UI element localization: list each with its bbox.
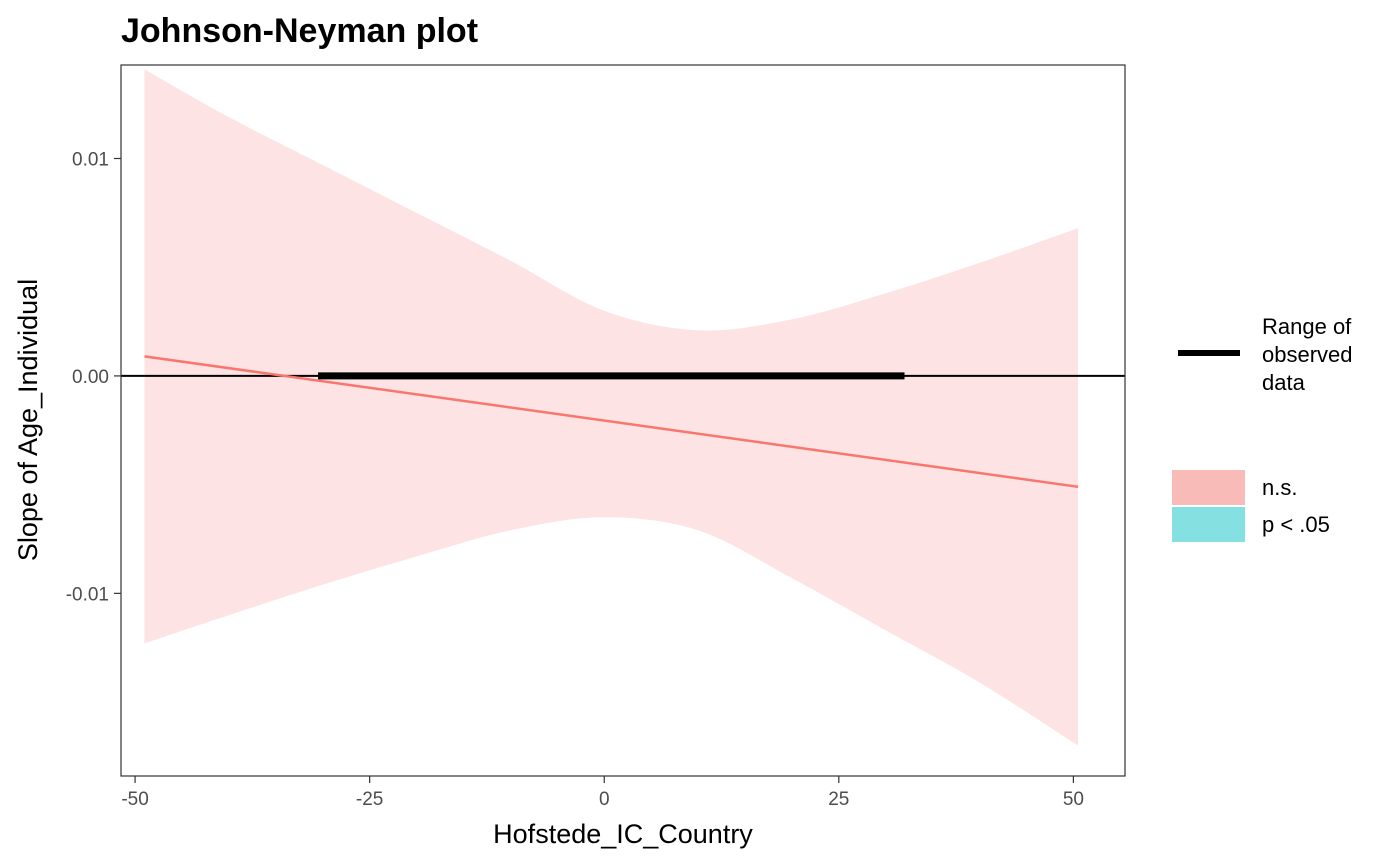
y-tick-label: -0.01 (66, 584, 109, 605)
legend-swatch (1172, 470, 1245, 505)
y-tick-label: 0.01 (72, 149, 109, 170)
chart-title: Johnson-Neyman plot (121, 12, 478, 50)
legend-label: n.s. (1262, 475, 1297, 500)
y-axis-title: Slope of Age_Individual (13, 279, 43, 561)
y-tick-label: 0.00 (72, 367, 109, 388)
legend-swatch (1172, 507, 1245, 542)
legend-fill-entries: n.s. p < .05 (1172, 470, 1330, 542)
x-tick-label: 0 (599, 789, 610, 810)
legend-label-line: Range of (1262, 314, 1352, 339)
legend-label-line: data (1262, 370, 1306, 395)
panel-border (120, 64, 1126, 777)
legend: Range of observed data n.s. p < .05 (1172, 314, 1353, 542)
x-tick-label: -50 (121, 789, 148, 810)
legend-label-observed-range: Range of observed data (1262, 314, 1353, 395)
legend-label: p < .05 (1262, 512, 1330, 537)
x-axis: -50 -25 0 25 50 (121, 776, 1084, 810)
slope-line (144, 355, 1079, 489)
x-tick-label: 50 (1063, 789, 1084, 810)
y-axis: -0.01 0.00 0.01 (66, 149, 121, 605)
x-tick-label: -25 (356, 789, 383, 810)
x-tick-label: 25 (828, 789, 849, 810)
legend-label-line: observed (1262, 342, 1353, 367)
x-axis-title: Hofstede_IC_Country (493, 819, 753, 849)
plot-area (121, 69, 1125, 746)
confidence-band (144, 69, 1079, 746)
